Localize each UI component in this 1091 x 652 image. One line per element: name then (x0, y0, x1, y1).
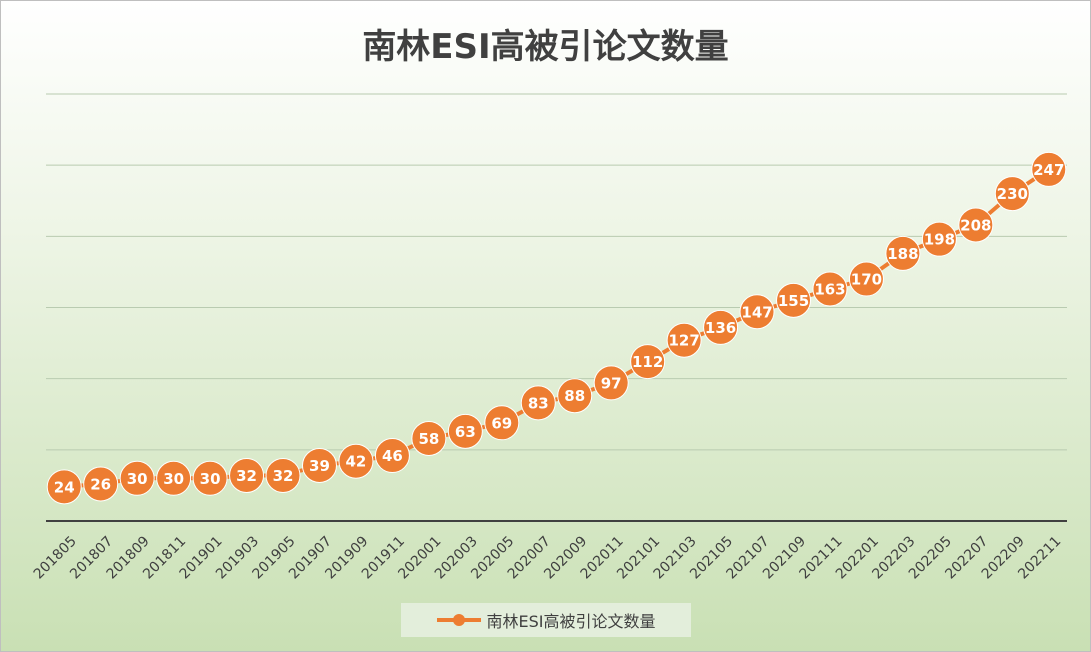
data-point (46, 469, 82, 505)
data-point (301, 447, 337, 483)
data-point (484, 405, 520, 441)
data-label: 230 (997, 185, 1028, 203)
data-label: 46 (382, 447, 403, 465)
data-label: 83 (528, 394, 549, 412)
data-point (630, 344, 666, 380)
data-label: 24 (54, 478, 75, 496)
series-line (64, 167, 1050, 489)
data-point (411, 420, 447, 456)
data-point (520, 385, 556, 421)
data-point (192, 460, 228, 496)
data-label: 30 (200, 470, 221, 488)
data-label: 30 (163, 470, 184, 488)
legend: 南林ESI高被引论文数量 (401, 603, 691, 637)
data-point (156, 460, 192, 496)
data-point (848, 261, 884, 297)
data-label: 63 (455, 423, 476, 441)
data-point (776, 282, 812, 318)
data-label: 127 (668, 332, 699, 350)
data-label: 42 (346, 453, 367, 471)
data-label: 155 (778, 292, 809, 310)
data-point (958, 207, 994, 243)
data-label: 32 (273, 467, 294, 485)
data-label: 188 (887, 245, 918, 263)
data-point (119, 460, 155, 496)
data-label: 97 (601, 374, 622, 392)
data-point (447, 413, 483, 449)
data-point (739, 294, 775, 330)
data-point (338, 443, 374, 479)
legend-series-label: 南林ESI高被引论文数量 (486, 612, 656, 631)
legend-line-marker-icon (436, 613, 481, 627)
data-label: 147 (741, 303, 772, 321)
data-label: 112 (632, 353, 663, 371)
data-point (921, 221, 957, 257)
data-point (374, 438, 410, 474)
chart-title: 南林ESI高被引论文数量 (362, 27, 729, 67)
data-label: 58 (418, 430, 439, 448)
data-label: 26 (90, 475, 111, 493)
data-point (703, 309, 739, 345)
data-label: 136 (705, 319, 736, 337)
data-point (666, 322, 702, 358)
data-point (83, 466, 119, 502)
data-point (885, 235, 921, 271)
data-point (1031, 151, 1067, 187)
data-label: 30 (127, 470, 148, 488)
data-label: 208 (960, 216, 991, 234)
data-label: 198 (924, 231, 955, 249)
data-point (812, 271, 848, 307)
data-label: 32 (236, 467, 257, 485)
data-point (229, 457, 265, 493)
data-label: 163 (814, 280, 845, 298)
data-label: 39 (309, 457, 330, 475)
data-label: 69 (491, 414, 512, 432)
data-label: 170 (851, 271, 882, 289)
data-point (994, 176, 1030, 212)
data-point (265, 457, 301, 493)
data-label: 247 (1033, 161, 1064, 179)
data-label: 88 (564, 387, 585, 405)
data-point (557, 378, 593, 414)
data-point (593, 365, 629, 401)
